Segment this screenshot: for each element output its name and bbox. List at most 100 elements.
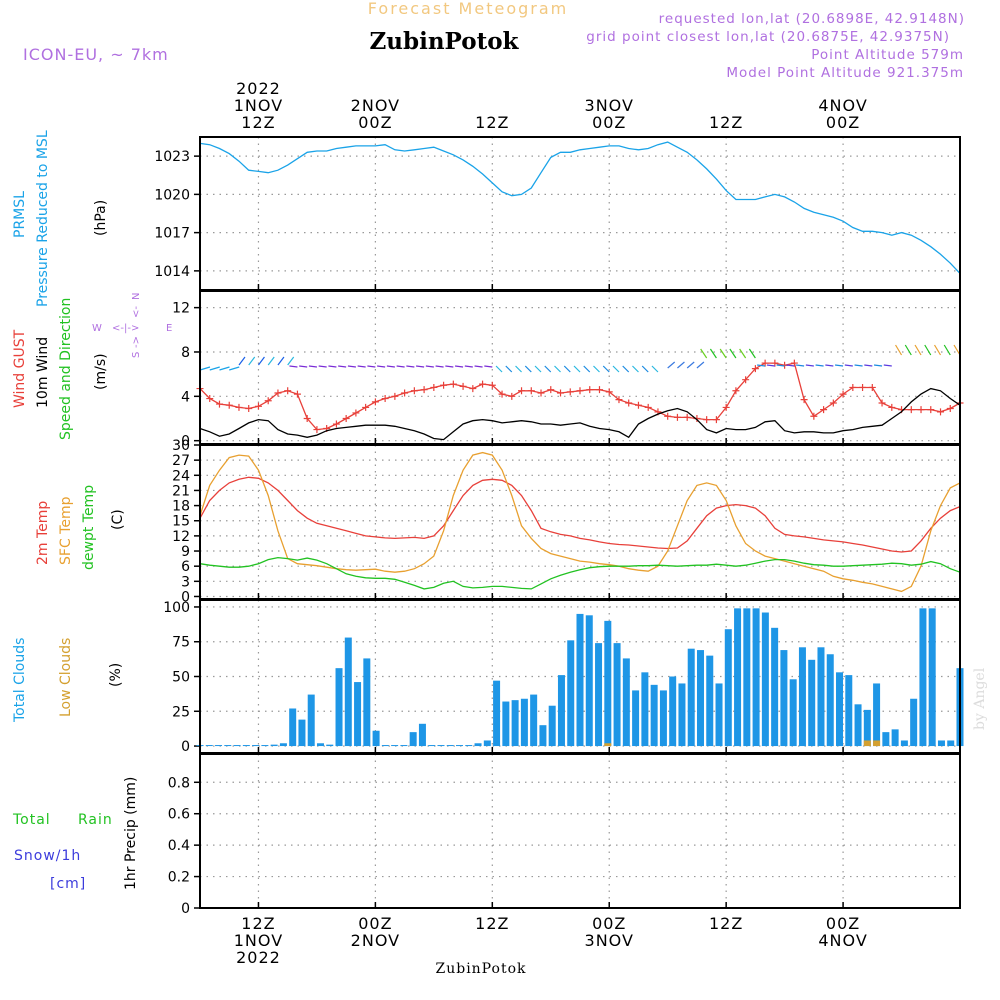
gust-marker [605, 388, 613, 396]
sfc-temp-line [199, 451, 961, 593]
low-clouds-bar [873, 740, 881, 747]
total-clouds-bar [511, 700, 519, 747]
gust-marker [644, 403, 652, 411]
total-clouds-bar [826, 654, 834, 747]
clouds-panel-labels: Total Clouds Low Clouds (%) [12, 638, 124, 723]
gust-marker [615, 396, 623, 404]
wind-direction-arrow [632, 365, 639, 373]
total-clouds-bar [391, 745, 399, 747]
gust-marker [820, 406, 828, 414]
total-clouds-bar [344, 637, 352, 747]
total-clouds-bar [696, 650, 704, 747]
wind-direction-arrow [786, 364, 795, 367]
gust-marker [595, 386, 603, 394]
gust-marker [274, 389, 282, 397]
gust-marker [401, 389, 409, 397]
temp-unit: (C) [110, 509, 126, 530]
gust-marker [508, 392, 516, 400]
total-clouds-bar [919, 608, 927, 747]
gust-marker [235, 403, 243, 411]
gust-marker [586, 386, 594, 394]
total-clouds-bar [316, 743, 324, 747]
total-clouds-bar [502, 701, 510, 747]
total-clouds-bar [205, 745, 213, 747]
total-clouds-bar [437, 745, 445, 747]
gust-marker [352, 409, 360, 417]
precip-ytick-label: 0.2 [168, 870, 190, 886]
top-time-label: 12Z [241, 113, 275, 132]
wind-label-direction: Speed and Direction [58, 298, 74, 440]
wind-direction-arrow [338, 365, 347, 368]
gust-marker [371, 398, 379, 406]
temp-label-sfc: SFC Temp [58, 496, 74, 565]
temperature-ytick-label: 12 [172, 529, 190, 545]
precip-unit: 1hr Precip (mm) [123, 777, 139, 890]
total-clouds-bar [928, 608, 936, 747]
gust-marker [907, 406, 915, 414]
dewpt-temp-line [199, 556, 961, 590]
wind-direction-arrow [524, 365, 532, 373]
pressure-label-prmsl: PRMSL [12, 191, 28, 238]
total-clouds-bar [530, 694, 538, 747]
wind-direction-arrow [289, 365, 298, 368]
wind-direction-arrow [573, 365, 581, 373]
wind-direction-arrow [554, 365, 561, 373]
total-clouds-bar [242, 745, 250, 747]
wind-direction-arrow [677, 361, 685, 369]
wind-direction-arrow [464, 365, 473, 368]
wind-direction-arrow [667, 361, 676, 369]
wind-direction-arrow [583, 365, 591, 373]
wind-direction-arrow [914, 344, 922, 356]
temp-label-2m: 2m Temp [35, 501, 51, 565]
wind-direction-arrow [425, 365, 434, 368]
clouds-ytick-label: 50 [172, 670, 190, 686]
total-clouds-bar [224, 745, 232, 747]
total-clouds-bar [789, 679, 797, 747]
gust-marker [469, 385, 477, 393]
gust-marker [839, 390, 847, 398]
total-clouds-bar [669, 676, 677, 747]
total-clouds-bar [937, 740, 945, 747]
total-clouds-bar [817, 647, 825, 747]
gust-marker [284, 387, 292, 395]
wind-direction-arrow [534, 365, 542, 373]
wind-direction-arrow [563, 365, 571, 373]
clouds-ytick-label: 75 [172, 635, 190, 651]
gust-marker [215, 400, 223, 408]
gust-marker [888, 403, 896, 411]
precip-label-snow: Snow/1h [14, 848, 81, 864]
wind-direction-arrow [815, 364, 824, 367]
total-clouds-bar [326, 744, 334, 747]
total-clouds-bar [836, 672, 844, 747]
gust-marker [849, 383, 857, 391]
wind-direction-arrow [700, 348, 708, 359]
gust-marker [625, 399, 633, 407]
wind-direction-arrow [757, 364, 766, 367]
temperature-ytick-label: 18 [172, 499, 190, 515]
gust-marker [859, 383, 867, 391]
total-clouds-bar [493, 680, 501, 747]
top-time-label: 1NOV [234, 96, 283, 115]
total-clouds-bar [354, 682, 362, 747]
total-clouds-bar [891, 729, 899, 747]
gust-marker [459, 382, 467, 390]
total-clouds-bar [567, 640, 575, 747]
precip-ytick-label: 0.8 [168, 775, 190, 791]
wind-direction-arrow [445, 365, 454, 368]
gust-marker [420, 386, 428, 394]
wind-direction-arrow [729, 348, 737, 359]
gust-marker [410, 387, 418, 395]
wind-direction-arrow [696, 361, 705, 369]
bottom-time-label: 3NOV [585, 931, 634, 950]
total-clouds-bar [279, 743, 287, 747]
gust-marker [488, 381, 496, 389]
compass-n: N [131, 293, 142, 300]
total-clouds-bar [400, 745, 408, 747]
model-altitude: Model Point Altitude 921.375m [726, 65, 964, 81]
wind-direction-arrow [593, 365, 600, 373]
gust-marker [498, 390, 506, 398]
wind-direction-arrow [854, 364, 863, 367]
total-clouds-bar [715, 683, 723, 747]
total-clouds-bar [622, 658, 630, 747]
